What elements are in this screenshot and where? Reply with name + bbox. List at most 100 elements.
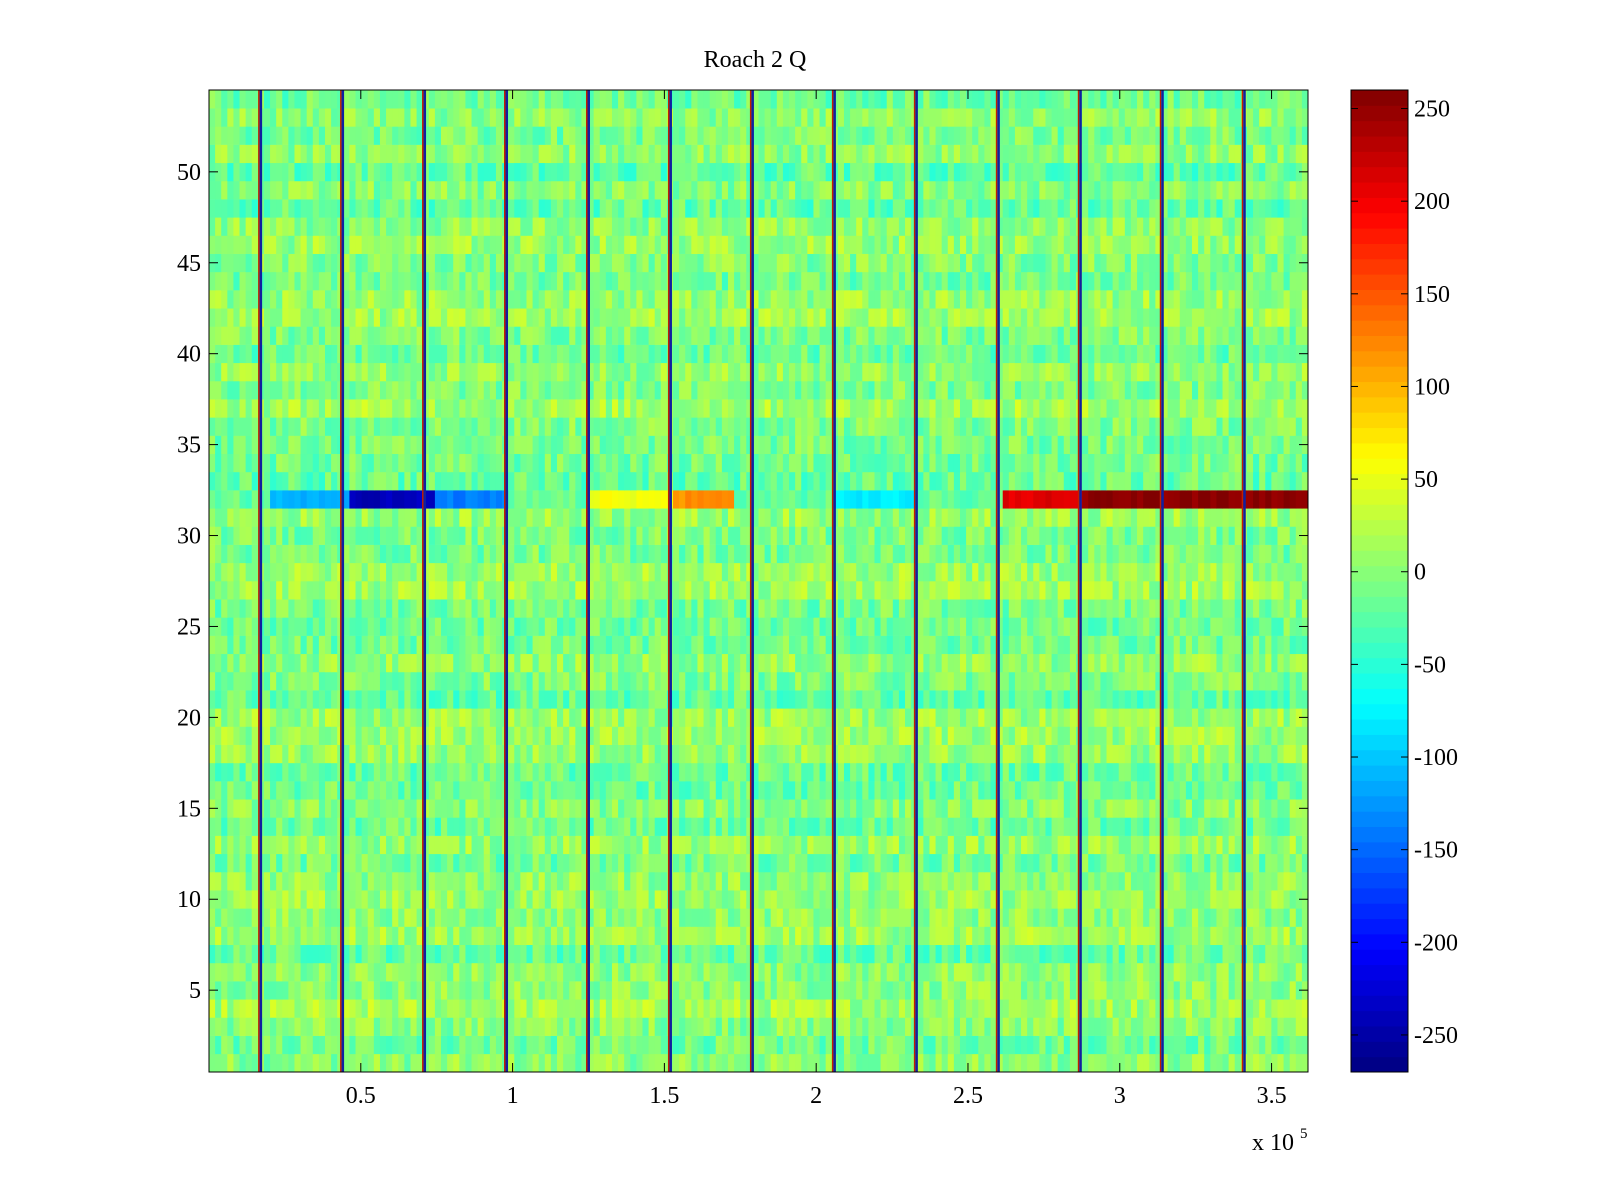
heatmap-cell [740, 708, 747, 727]
heatmap-cell [392, 690, 399, 709]
heatmap-cell [648, 1035, 656, 1055]
heatmap-cell [1124, 981, 1132, 1000]
heatmap-cell [898, 999, 906, 1018]
heatmap-cell [453, 690, 460, 709]
heatmap-cell [1204, 981, 1211, 1000]
heatmap-cell [966, 599, 973, 618]
heatmap-cell [1106, 617, 1114, 636]
heatmap-cell [300, 708, 308, 727]
heatmap-cell [685, 762, 692, 782]
heatmap-cell [508, 599, 515, 618]
heatmap-cell [880, 962, 888, 982]
heatmap-cell [825, 799, 833, 818]
heatmap-cell [1051, 890, 1059, 909]
heatmap-cell [776, 908, 784, 927]
heatmap-cell [886, 653, 894, 673]
heatmap-cell [221, 617, 228, 636]
heatmap-cell [325, 853, 332, 873]
heatmap-cell [764, 690, 772, 709]
heatmap-cell [1228, 999, 1236, 1018]
heatmap-cell [288, 817, 295, 836]
heatmap-cell [611, 726, 619, 745]
heatmap-cell [898, 653, 906, 673]
heatmap-cell [703, 1035, 711, 1055]
heatmap-cell [673, 690, 680, 709]
heatmap-cell [270, 581, 277, 600]
heatmap-cell [935, 708, 943, 727]
heatmap-cell [990, 799, 998, 818]
heatmap-cell [1277, 653, 1285, 673]
heatmap-cell [886, 890, 894, 909]
heatmap-cell [471, 890, 479, 909]
heatmap-cell [1069, 853, 1077, 873]
heatmap-cell [599, 962, 607, 982]
heatmap-cell [1021, 635, 1028, 655]
heatmap-cell [886, 617, 894, 636]
heatmap-cell [520, 1053, 527, 1073]
heatmap-cell [1228, 671, 1236, 691]
heatmap-cell [746, 781, 753, 800]
heatmap-cell [1039, 999, 1046, 1018]
heatmap-cell [630, 981, 637, 1000]
heatmap-cell [673, 944, 680, 964]
heatmap-cell [1228, 690, 1236, 709]
heatmap-cell [416, 890, 424, 909]
heatmap-cell [1234, 853, 1242, 873]
heatmap-cell [276, 799, 283, 818]
heatmap-cell [282, 1035, 289, 1055]
heatmap-cell [209, 853, 216, 873]
heatmap-cell [538, 835, 546, 855]
heatmap-cell [416, 708, 424, 727]
heatmap-cell [1106, 726, 1114, 745]
heatmap-cell [1179, 762, 1187, 782]
heatmap-cell [752, 871, 759, 891]
heatmap-cell [514, 853, 521, 873]
heatmap-cell [520, 926, 527, 946]
heatmap-cell [642, 835, 650, 855]
heatmap-cell [758, 981, 766, 1000]
heatmap-cell [434, 708, 442, 727]
heatmap-cell [1057, 671, 1065, 691]
heatmap-cell [1100, 908, 1108, 927]
heatmap-cell [532, 726, 540, 745]
heatmap-cell [1045, 653, 1053, 673]
heatmap-cell [905, 890, 912, 909]
heatmap-cell [532, 1053, 540, 1073]
heatmap-cell [892, 835, 900, 855]
heatmap-cell [367, 999, 375, 1018]
heatmap-cell [434, 1035, 442, 1055]
heatmap-cell [471, 671, 479, 691]
heatmap-cell [514, 671, 521, 691]
heatmap-cell [660, 835, 668, 855]
heatmap-cell [660, 908, 668, 927]
heatmap-cell [245, 944, 253, 964]
heatmap-cell [270, 835, 277, 855]
heatmap-cell [1161, 1017, 1169, 1036]
heatmap-cell [288, 890, 295, 909]
heatmap-cell [1265, 599, 1272, 618]
heatmap-cell [843, 835, 851, 855]
heatmap-cell [233, 926, 241, 946]
heatmap-cell [1082, 908, 1089, 927]
heatmap-cell [746, 581, 753, 600]
heatmap-cell [966, 981, 973, 1000]
heatmap-cell [386, 944, 393, 964]
heatmap-cell [581, 653, 589, 673]
heatmap-cell [1277, 1035, 1285, 1055]
heatmap-cell [1246, 1053, 1254, 1073]
heatmap-cell [1301, 581, 1309, 600]
heatmap-cell [642, 635, 650, 655]
heatmap-cell [642, 781, 650, 800]
heatmap-cell [795, 908, 802, 927]
heatmap-cell [373, 871, 381, 891]
heatmap-cell [905, 1035, 912, 1055]
heatmap-cell [331, 599, 338, 618]
heatmap-cell [813, 999, 821, 1018]
heatmap-cell [1253, 690, 1260, 709]
heatmap-cell [978, 1035, 985, 1055]
heatmap-cell [801, 599, 808, 618]
heatmap-cell [1191, 981, 1199, 1000]
heatmap-cell [477, 671, 485, 691]
heatmap-cell [593, 1035, 601, 1055]
heatmap-cell [923, 617, 930, 636]
